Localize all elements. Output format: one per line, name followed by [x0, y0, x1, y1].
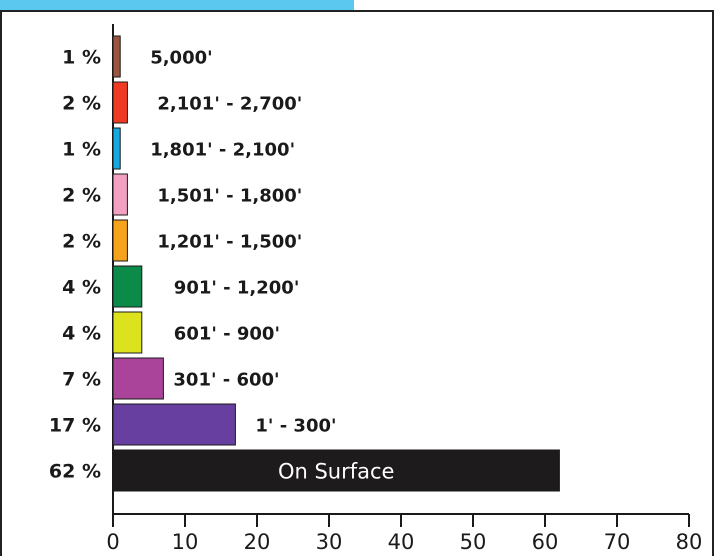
category-label: 901' - 1,200' — [174, 278, 300, 299]
category-label: 2,101' - 2,700' — [157, 94, 302, 115]
category-label: 1' - 300' — [255, 416, 336, 437]
value-label: 62 % — [49, 461, 101, 483]
value-label: 1 % — [62, 139, 101, 161]
bar-5 — [112, 265, 143, 308]
category-label: 5,000' — [150, 48, 212, 69]
value-label: 7 % — [62, 369, 101, 391]
bar-6 — [112, 311, 143, 354]
category-label: 601' - 900' — [174, 324, 280, 345]
header-accent-band — [0, 0, 354, 11]
x-tick-label: 20 — [244, 530, 271, 554]
x-tick-label: 10 — [172, 530, 199, 554]
bar-3 — [112, 173, 128, 216]
bar-2 — [112, 127, 121, 170]
category-label: On Surface — [278, 460, 395, 484]
bar-9 — [112, 449, 560, 492]
bar-7 — [112, 357, 164, 400]
x-tick-label: 30 — [316, 530, 343, 554]
category-label: 1,801' - 2,100' — [150, 140, 295, 161]
x-tick-label: 70 — [604, 530, 631, 554]
value-label: 2 % — [62, 93, 101, 115]
value-label: 17 % — [49, 415, 101, 437]
x-tick-label: 50 — [460, 530, 487, 554]
bar-8 — [112, 403, 236, 446]
x-tick-label: 40 — [388, 530, 415, 554]
chart-frame — [0, 10, 714, 556]
x-tick-label: 80 — [676, 530, 703, 554]
bar-4 — [112, 219, 128, 262]
value-label: 2 % — [62, 231, 101, 253]
category-label: 301' - 600' — [173, 370, 279, 391]
x-tick-label: 0 — [106, 530, 119, 554]
value-label: 4 % — [62, 277, 101, 299]
value-label: 2 % — [62, 185, 101, 207]
category-label: 1,501' - 1,800' — [157, 186, 302, 207]
category-label: 1,201' - 1,500' — [157, 232, 302, 253]
value-label: 1 % — [62, 47, 101, 69]
x-tick-label: 60 — [532, 530, 559, 554]
value-label: 4 % — [62, 323, 101, 345]
bar-0 — [112, 35, 121, 78]
bar-1 — [112, 81, 128, 124]
